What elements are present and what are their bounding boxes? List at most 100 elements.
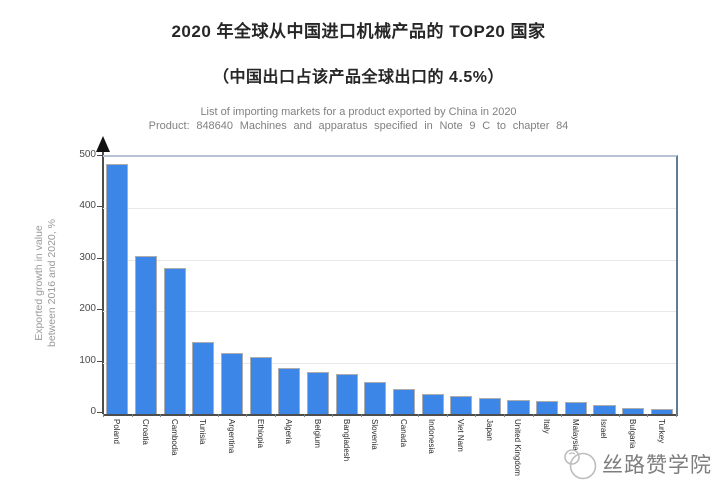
plot-area: [103, 155, 678, 416]
x-tick-mark: [418, 414, 420, 417]
y-tick-label: 500: [79, 149, 96, 160]
bar-slot: [418, 157, 447, 414]
gridline-100: [103, 362, 676, 364]
x-tick-mark: [532, 414, 534, 417]
gridline-400: [103, 208, 676, 210]
x-category-label: Belgium: [312, 419, 322, 448]
bar-slot: [533, 157, 562, 414]
x-category-label: Bangladesh: [341, 419, 351, 462]
bar-Belgium: [306, 371, 329, 414]
bar-slot: [476, 157, 505, 414]
x-tick-mark: [274, 414, 276, 417]
silk-road-academy-logo-icon: [564, 449, 597, 480]
bar-slot: [275, 157, 304, 414]
bar-slot: [447, 157, 476, 414]
bar-Malaysia: [564, 402, 587, 414]
x-tick-mark: [590, 414, 592, 417]
bar-Slovenia: [364, 382, 387, 414]
x-category-label: Cambodia: [169, 419, 179, 456]
bar-United Kingdom: [507, 400, 530, 414]
bar-slot: [361, 157, 390, 414]
x-category-label: Israel: [599, 419, 609, 439]
x-tick-mark: [676, 414, 677, 417]
x-tick-mark: [188, 414, 190, 417]
watermark: 丝路赞学院: [561, 445, 712, 483]
x-tick-mark: [475, 414, 477, 417]
bar-Bulgaria: [622, 407, 645, 414]
x-category-label: Poland: [112, 419, 122, 444]
bar-slot: [103, 157, 132, 414]
bar-slot: [619, 157, 648, 414]
bar-slot: [246, 157, 275, 414]
y-tick-mark: [97, 412, 103, 413]
x-tick-mark: [446, 414, 448, 417]
bar-slot: [218, 157, 247, 414]
y-axis-label: Exported growth in value between 2016 an…: [33, 148, 59, 418]
x-tick-mark: [103, 414, 104, 417]
x-category-label: Slovenia: [370, 419, 380, 450]
chart-title: List of importing markets for a product …: [0, 105, 717, 133]
y-tick-label: 200: [79, 303, 96, 315]
x-tick-mark: [647, 414, 649, 417]
x-tick-mark: [246, 414, 248, 417]
x-tick-mark: [618, 414, 620, 417]
page-subtitle: （中国出口占该产品全球出口的 4.5%）: [213, 69, 504, 86]
x-tick-mark: [217, 414, 219, 417]
y-axis-label-line2: between 2016 and 2020, %: [46, 219, 58, 347]
gridline-300: [103, 259, 676, 261]
bar-Israel: [593, 404, 616, 414]
y-tick-mark: [97, 206, 103, 208]
bar-Croatia: [134, 255, 158, 414]
y-tick-mark: [97, 155, 103, 156]
x-tick-mark: [303, 414, 305, 417]
gridline-200: [103, 311, 676, 313]
y-tick-label: 0: [90, 406, 96, 417]
x-category-label: Ethiopia: [255, 419, 265, 448]
x-tick-mark: [561, 414, 563, 417]
x-category-label: Croatia: [140, 419, 150, 445]
watermark-text: 丝路赞学院: [602, 454, 712, 477]
y-axis-label-line1: Exported growth in value: [33, 225, 45, 341]
y-tick-label: 100: [79, 354, 96, 366]
x-category-label: Turkey: [656, 419, 666, 444]
bar-Canada: [392, 389, 415, 414]
x-category-label: Tunisia: [198, 419, 208, 445]
bar-slot: [562, 157, 591, 414]
x-tick-mark: [389, 414, 391, 417]
bar-slot: [304, 157, 333, 414]
x-tick-mark: [131, 414, 133, 417]
x-category-label: Algeria: [284, 419, 294, 444]
bar-Poland: [106, 163, 129, 414]
bar-slot: [504, 157, 533, 414]
x-category-label: Bulgaria: [628, 419, 638, 449]
page-title: 2020 年全球从中国进口机械产品的 TOP20 国家: [171, 22, 546, 41]
bar-Italy: [536, 400, 559, 414]
y-tick-mark: [97, 257, 103, 259]
bar-slot: [189, 157, 218, 414]
x-tick-mark: [332, 414, 334, 417]
y-axis-arrow-icon: [96, 136, 110, 152]
x-category-label: Japan: [484, 419, 494, 441]
x-category-label: Argentina: [226, 419, 236, 454]
bar-Argentina: [220, 352, 243, 414]
bar-Turkey: [650, 409, 673, 414]
y-tick-mark: [97, 360, 103, 362]
bar-Bangladesh: [335, 374, 358, 414]
x-category-label: United Kingdom: [513, 419, 523, 476]
x-tick-mark: [504, 414, 506, 417]
bar-Ethiopia: [249, 357, 272, 414]
x-category-label: Italy: [542, 419, 552, 434]
x-tick-mark: [360, 414, 362, 417]
bar-slot: [647, 157, 676, 414]
x-category-label: Viet Nam: [456, 419, 466, 452]
y-tick-label: 300: [79, 251, 96, 263]
y-tick-mark: [97, 309, 103, 311]
bar-slot: [160, 157, 189, 414]
bar-slot: [132, 157, 161, 414]
bar-Viet Nam: [450, 396, 473, 414]
chart-title-line1: List of importing markets for a product …: [200, 106, 517, 118]
bar-Japan: [478, 398, 501, 414]
bar-slot: [332, 157, 361, 414]
bar-Algeria: [278, 367, 301, 414]
